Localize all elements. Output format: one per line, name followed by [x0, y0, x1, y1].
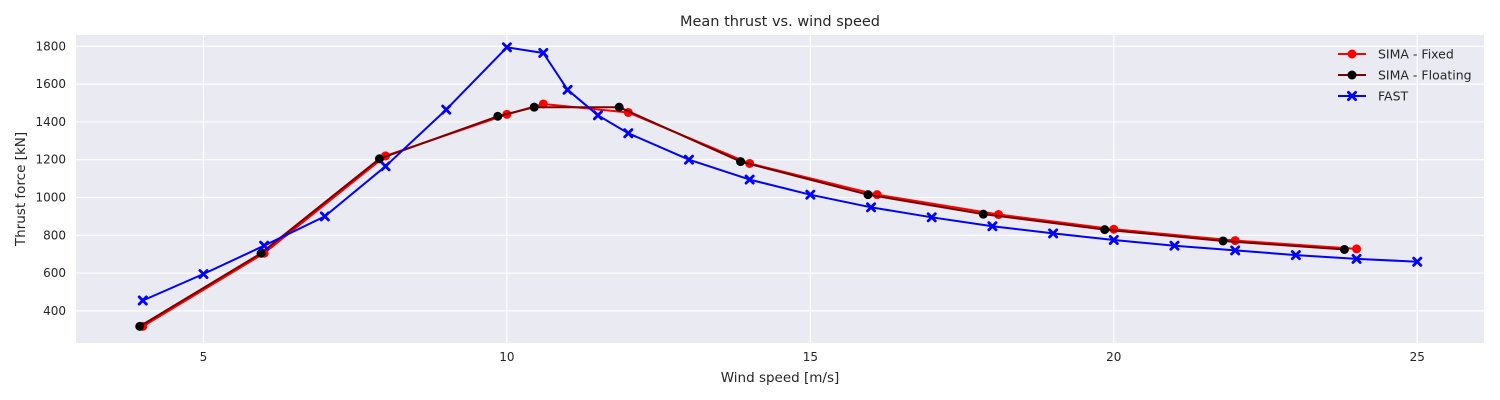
y-tick-label: 1800	[35, 39, 66, 53]
y-tick-label: 1200	[35, 153, 66, 167]
data-point-fast	[538, 47, 549, 58]
y-tick-label: 400	[43, 304, 66, 318]
data-point-sima-floating	[1339, 244, 1349, 254]
legend: SIMA - Fixed SIMA - Floating FAST	[1338, 47, 1472, 104]
data-point-fast	[562, 84, 573, 95]
data-point-fast	[1351, 253, 1362, 264]
legend-marker	[1347, 70, 1357, 80]
data-point-fast	[926, 212, 937, 223]
x-tick-label: 5	[200, 350, 208, 364]
plot-area	[76, 35, 1484, 343]
series-sima-floating	[135, 102, 1349, 331]
grid	[76, 35, 1484, 343]
y-tick-label: 800	[43, 228, 66, 242]
data-point-fast	[987, 221, 998, 232]
data-point-fast	[683, 154, 694, 165]
x-tick-label: 10	[499, 350, 514, 364]
legend-entry-fast: FAST	[1338, 89, 1409, 104]
data-point-fast	[319, 211, 330, 222]
data-point-sima-fixed	[1230, 236, 1240, 246]
legend-marker	[1347, 91, 1357, 101]
y-tick-label: 1000	[35, 191, 66, 205]
data-point-sima-floating	[374, 154, 384, 164]
x-tick-label: 20	[1106, 350, 1121, 364]
y-axis-ticks: 400 600 800 1000 1200 1400 1600 1800	[35, 39, 66, 318]
data-point-sima-fixed	[993, 210, 1003, 220]
data-point-sima-fixed	[872, 190, 882, 200]
legend-label: SIMA - Floating	[1378, 68, 1472, 83]
data-point-fast	[501, 42, 512, 53]
y-tick-label: 1400	[35, 115, 66, 129]
data-point-sima-floating	[736, 157, 746, 167]
series-line-fast	[142, 46, 1418, 302]
data-point-sima-fixed	[1352, 244, 1362, 254]
legend-entry-sima-fixed: SIMA - Fixed	[1338, 47, 1454, 62]
data-point-sima-floating	[493, 111, 503, 121]
data-point-fast	[592, 110, 603, 121]
data-point-sima-floating	[529, 102, 539, 112]
data-point-fast	[1290, 250, 1301, 261]
series-layer	[135, 42, 1423, 331]
series-fast	[137, 42, 1423, 306]
data-point-sima-floating	[1218, 236, 1228, 246]
y-tick-label: 1600	[35, 77, 66, 91]
series-line-sima-floating	[139, 106, 1345, 328]
data-point-fast	[623, 128, 634, 139]
data-point-fast	[805, 189, 816, 200]
data-point-sima-floating	[614, 102, 624, 112]
data-point-sima-floating	[1100, 225, 1110, 235]
data-point-sima-floating	[256, 248, 266, 258]
data-point-fast	[1230, 245, 1241, 256]
data-point-fast	[866, 202, 877, 213]
data-point-fast	[1048, 228, 1059, 239]
data-point-fast	[744, 174, 755, 185]
x-tick-label: 25	[1410, 350, 1425, 364]
x-tick-label: 15	[803, 350, 818, 364]
legend-label: SIMA - Fixed	[1378, 47, 1454, 62]
legend-marker	[1347, 49, 1357, 59]
x-axis-ticks: 5 10 15 20 25	[200, 350, 1425, 364]
data-point-fast	[137, 295, 148, 306]
y-axis-label: Thrust force [kN]	[13, 132, 29, 247]
data-point-fast	[1169, 240, 1180, 251]
data-point-fast	[198, 269, 209, 280]
data-point-sima-floating	[863, 190, 873, 200]
data-point-fast	[259, 240, 270, 251]
x-axis-label: Wind speed [m/s]	[721, 370, 840, 386]
data-point-fast	[1108, 235, 1119, 246]
data-point-sima-floating	[135, 321, 145, 331]
y-tick-label: 600	[43, 266, 66, 280]
legend-label: FAST	[1378, 89, 1409, 104]
chart-title: Mean thrust vs. wind speed	[680, 14, 880, 30]
data-point-fast	[441, 104, 452, 115]
data-point-fast	[1412, 256, 1423, 267]
legend-entry-sima-floating: SIMA - Floating	[1338, 68, 1472, 83]
data-point-fast	[380, 161, 391, 172]
data-point-sima-floating	[978, 209, 988, 219]
